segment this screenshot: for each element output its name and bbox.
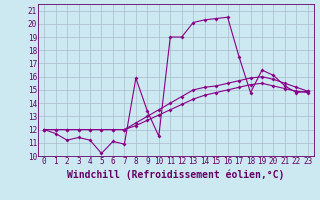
X-axis label: Windchill (Refroidissement éolien,°C): Windchill (Refroidissement éolien,°C) [67, 169, 285, 180]
